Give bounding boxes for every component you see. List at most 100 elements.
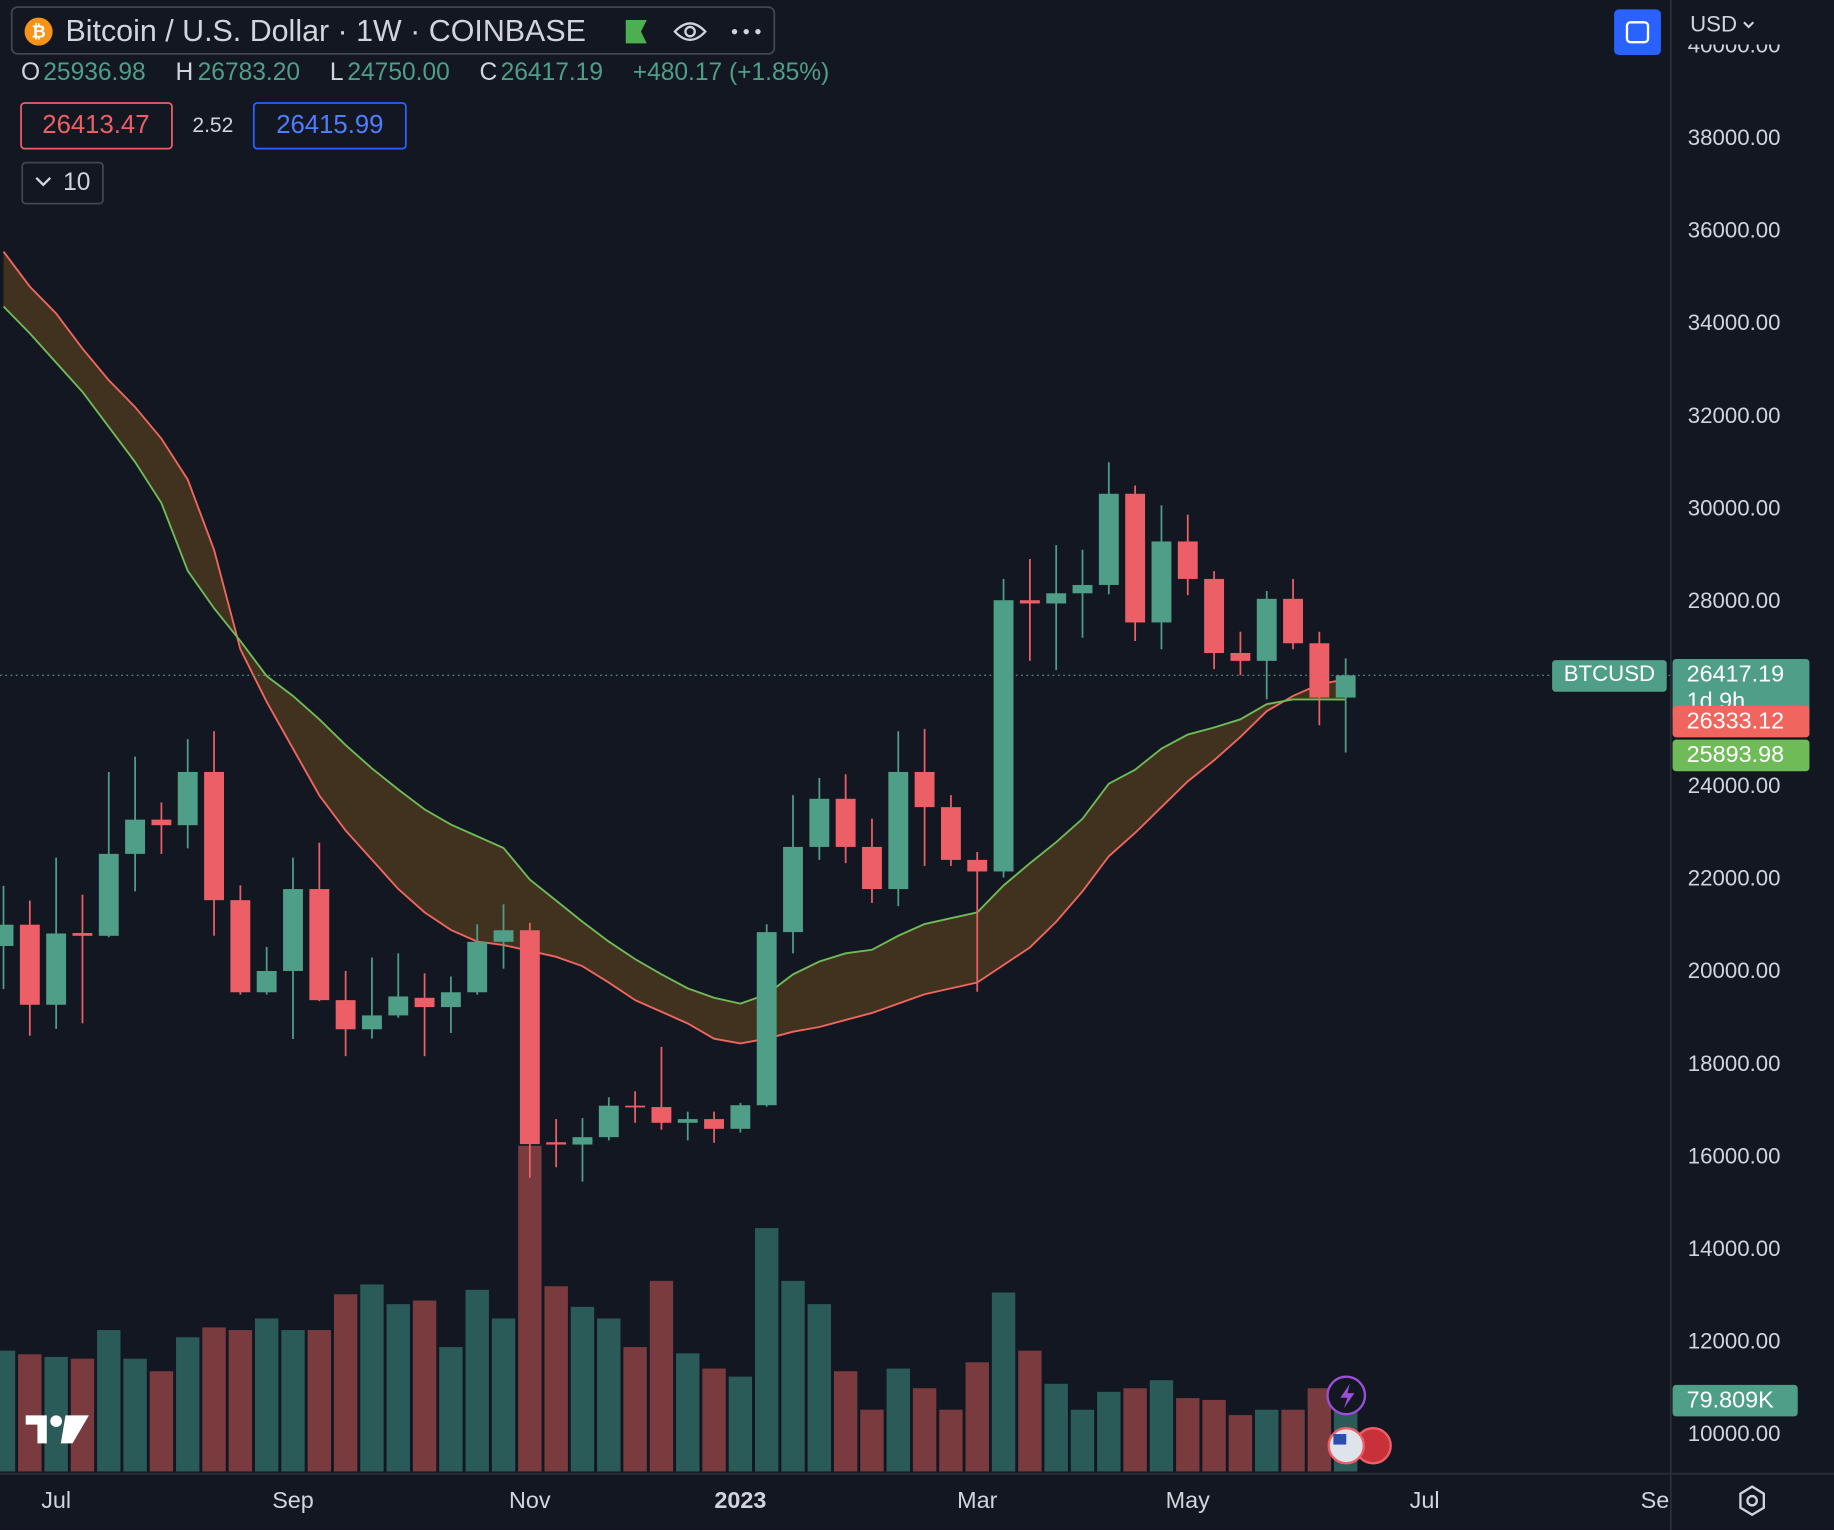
price-axis: 10000.00 12000.00 14000.00 16000.00 18000.00… — [1688, 33, 1781, 1447]
candle-body — [809, 798, 830, 847]
volume-bar — [307, 1330, 332, 1472]
volume-bar — [491, 1318, 516, 1472]
volume-bar — [965, 1362, 989, 1472]
volume-bar — [676, 1353, 700, 1472]
volume-bar — [123, 1358, 147, 1472]
ohlc-letter: C — [480, 59, 498, 86]
volume-tag — [1672, 1384, 1798, 1417]
dot — [755, 28, 761, 35]
ohlc-letter: L — [330, 59, 344, 86]
candle-body — [309, 889, 330, 1001]
candle-body — [783, 846, 803, 933]
indicator-count: 10 — [63, 169, 90, 196]
volume-bar — [781, 1280, 805, 1472]
volume-bar — [1228, 1415, 1253, 1472]
candle-body — [283, 889, 303, 971]
candle-body — [730, 1105, 751, 1129]
ohlc-value: 26783.20 — [198, 59, 300, 86]
candle-body — [204, 771, 224, 901]
volume-bar — [1202, 1399, 1226, 1472]
currency-label[interactable]: USD — [1690, 12, 1737, 37]
y-tick-label: 32000.00 — [1688, 403, 1781, 428]
moving-average-line — [2, 250, 1346, 1045]
volume-bar — [886, 1368, 910, 1472]
volume-bar — [728, 1376, 753, 1472]
y-tick-label: 20000.00 — [1688, 958, 1781, 983]
settings-icon[interactable] — [1739, 1485, 1765, 1517]
x-tick-label: Mar — [957, 1487, 997, 1513]
us-event-icon[interactable] — [1327, 1427, 1365, 1465]
ask-price: 26415.99 — [276, 111, 383, 139]
indicators-toggle[interactable] — [21, 161, 104, 205]
x-tick-label: Sep — [1641, 1487, 1683, 1513]
volume-bar — [518, 1145, 542, 1472]
chevron-icon — [1743, 21, 1755, 29]
volume-bar — [333, 1294, 358, 1472]
volume-bar — [149, 1371, 174, 1472]
candle-body — [888, 771, 909, 890]
y-tick-label: 22000.00 — [1688, 866, 1781, 891]
more-icon[interactable] — [731, 28, 761, 35]
overlay-tag — [1672, 705, 1810, 738]
candle-body — [177, 771, 198, 826]
candle-body — [1256, 598, 1277, 661]
volume-bar — [912, 1388, 937, 1472]
layout-button[interactable] — [1614, 9, 1661, 56]
volume-bar — [991, 1292, 1016, 1472]
candle-body — [1046, 593, 1067, 604]
time-axis: Jul Sep Nov 2023 Mar May Jul Sep — [41, 1487, 1683, 1513]
dot — [743, 28, 749, 35]
volume-bar — [70, 1358, 95, 1472]
volume-bar — [97, 1330, 121, 1472]
candle-body — [625, 1105, 646, 1108]
gear-center — [1746, 1494, 1758, 1507]
bid-price: 26413.47 — [42, 111, 149, 139]
candle-body — [1019, 600, 1040, 604]
candle-body — [546, 1142, 567, 1145]
tradingview-logo — [25, 1415, 89, 1444]
y-tick-label: 34000.00 — [1688, 310, 1781, 335]
candle-body — [1204, 578, 1225, 654]
candle-body — [862, 846, 882, 890]
volume-bar — [860, 1409, 884, 1472]
buy-button[interactable] — [252, 102, 407, 150]
bitcoin-icon-glyph: ₿ — [31, 21, 45, 41]
volume-bar — [281, 1330, 305, 1472]
candle-body — [1335, 675, 1356, 698]
flag-canton — [1333, 1434, 1347, 1445]
volume-bar — [702, 1368, 726, 1472]
candle-body — [335, 1000, 356, 1030]
volume-bar — [807, 1304, 832, 1472]
candle-body — [1230, 653, 1251, 661]
market-flag-icon — [625, 19, 647, 44]
overlay-tag-label: 25893.98 — [1687, 741, 1785, 767]
volume-bar — [1018, 1350, 1042, 1472]
symbol-title: Bitcoin / U.S. Dollar · 1W · COINBASE — [66, 14, 586, 48]
volume-bar — [386, 1304, 410, 1472]
volume-bar — [649, 1280, 674, 1472]
candle-body — [1098, 493, 1119, 585]
candle-body — [1072, 584, 1093, 594]
change-label: +480.17 (+1.85%) — [633, 59, 830, 86]
candle-body — [1309, 643, 1330, 698]
candle-body — [0, 924, 14, 946]
y-tick-label: 28000.00 — [1688, 588, 1781, 613]
y-tick-label: 30000.00 — [1688, 495, 1781, 520]
sell-button[interactable] — [20, 102, 173, 150]
candle-body — [677, 1119, 698, 1123]
symbol-tag-label: BTCUSD — [1564, 661, 1655, 686]
candle-body — [493, 930, 514, 942]
eye-icon[interactable] — [673, 22, 707, 41]
volume-bar — [44, 1356, 68, 1472]
volume-bar — [1097, 1391, 1121, 1472]
symbol-box[interactable] — [10, 6, 776, 55]
ohlc-value: 24750.00 — [347, 59, 449, 86]
candle-body — [519, 930, 540, 1145]
volume-tag-label: 79.809K — [1687, 1386, 1774, 1412]
y-tick-label: 38000.00 — [1688, 125, 1781, 150]
volume-bar — [1070, 1409, 1095, 1472]
plot-area — [0, 250, 1671, 1472]
